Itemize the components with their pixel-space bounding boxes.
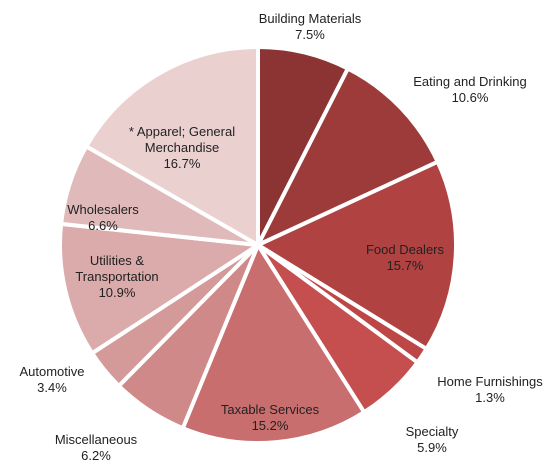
value-label: 6.2% [81,448,111,463]
slice-label: Food Dealers 15.7% [355,242,455,274]
slice-label: Automotive 3.4% [7,364,97,396]
slice-label: Eating and Drinking 10.6% [400,74,540,106]
pie-slice [58,221,264,356]
pie-slice [253,65,441,250]
slice-label: Specialty 5.9% [382,424,482,456]
value-label: 3.4% [37,380,67,395]
value-label: 10.9% [98,285,136,300]
value-label: 16.7% [163,156,201,171]
category-label: Utilities & Transportation [75,253,159,284]
category-label: Miscellaneous [54,432,138,447]
slice-label: Miscellaneous 6.2% [36,432,156,464]
category-label: Taxable Services [220,402,320,417]
value-label: 7.5% [295,27,325,42]
slice-label: Taxable Services 15.2% [205,402,335,434]
slice-label: Building Materials 7.5% [230,11,390,43]
value-label: 5.9% [417,440,447,455]
value-label: 6.6% [88,218,118,233]
pie-slice [180,240,367,445]
pie-slice [253,159,458,352]
slice-label: Wholesalers 6.6% [53,202,153,234]
category-label: Food Dealers [365,242,445,257]
value-label: 1.3% [475,390,505,405]
value-label: 10.6% [451,90,489,105]
slice-label: Home Furnishings 1.3% [420,374,555,406]
slice-label: * Apparel; General Merchandise 16.7% [107,124,257,172]
value-label: 15.2% [251,418,289,433]
slice-label: Utilities & Transportation 10.9% [62,253,172,301]
category-label: Home Furnishings [437,374,543,389]
category-label: Building Materials [258,11,362,26]
pie-slice [83,44,260,249]
category-label: Eating and Drinking [413,74,527,89]
value-label: 15.7% [386,258,424,273]
category-label: Specialty [405,424,459,439]
category-label: Automotive [19,364,85,379]
category-label: * Apparel; General Merchandise [128,124,236,155]
category-label: Wholesalers [67,202,139,217]
